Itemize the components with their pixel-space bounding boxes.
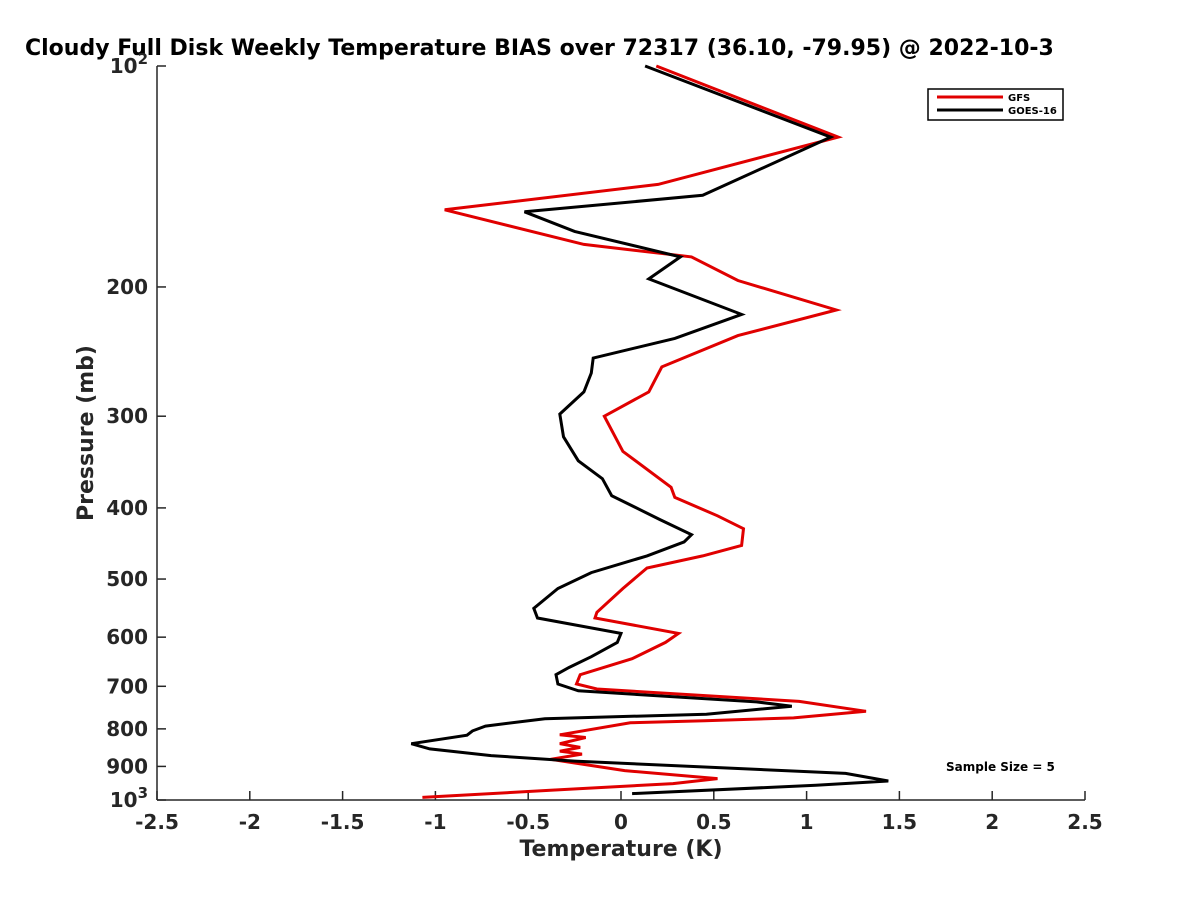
series-line-goes-16: [410, 64, 889, 796]
x-tick-label: 1.5: [882, 810, 917, 834]
y-tick-exponent: 2: [138, 50, 148, 68]
y-tick-label: 500: [106, 567, 148, 591]
x-axis: -2.5 -2 -1.5 -1 -0.5 0 0.5 1 1.5 2 2.5: [135, 791, 1103, 834]
x-tick-label: -0.5: [506, 810, 550, 834]
y-tick-label: 200: [106, 275, 148, 299]
series-line-gfs: [422, 64, 867, 799]
chart-title: Cloudy Full Disk Weekly Temperature BIAS…: [25, 36, 1054, 61]
y-tick-label: 800: [106, 717, 148, 741]
y-axis: 102 200 300 400 500 600 700 800 900 103: [106, 50, 166, 812]
y-tick-label: 900: [106, 754, 148, 778]
sample-size-annotation: Sample Size = 5: [946, 760, 1055, 774]
legend-label-goes-16: GOES-16: [1008, 106, 1057, 117]
series-layer: [410, 64, 889, 799]
legend-box: [927, 88, 1064, 121]
x-axis-label: Temperature (K): [519, 837, 722, 862]
x-tick-label: 0.5: [696, 810, 731, 834]
x-tick-label: 1: [800, 810, 814, 834]
x-tick-label: -1.5: [321, 810, 365, 834]
legend-label-gfs: GFS: [1008, 93, 1030, 104]
y-tick-label: 300: [106, 404, 148, 428]
x-tick-label: 2.5: [1067, 810, 1102, 834]
x-tick-label: 2: [985, 810, 999, 834]
y-axis-label: Pressure (mb): [74, 345, 99, 521]
x-tick-label: -2: [239, 810, 261, 834]
y-tick-label: 700: [106, 674, 148, 698]
y-tick-label: 600: [106, 625, 148, 649]
y-tick-label: 400: [106, 496, 148, 520]
y-tick-label: 103: [110, 784, 148, 812]
y-tick-exponent: 3: [138, 784, 148, 802]
x-tick-label: -1: [424, 810, 446, 834]
x-tick-label: -2.5: [135, 810, 179, 834]
y-tick-label: 102: [110, 50, 148, 78]
legend: GFS GOES-16: [927, 88, 1064, 121]
x-tick-label: 0: [614, 810, 628, 834]
